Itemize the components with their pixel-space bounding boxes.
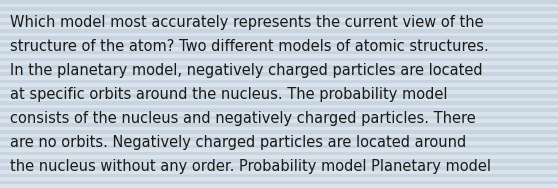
Bar: [0, 36, 558, 40]
Text: at specific orbits around the nucleus. The probability model: at specific orbits around the nucleus. T…: [10, 87, 448, 102]
Bar: [0, 25, 558, 29]
Bar: [0, 94, 558, 98]
Bar: [0, 108, 558, 112]
Bar: [0, 112, 558, 116]
Bar: [0, 119, 558, 123]
Bar: [0, 51, 558, 54]
Bar: [0, 177, 558, 181]
Bar: [0, 18, 558, 22]
Bar: [0, 33, 558, 36]
Text: are no orbits. Negatively charged particles are located around: are no orbits. Negatively charged partic…: [10, 135, 466, 150]
Bar: [0, 145, 558, 148]
Bar: [0, 54, 558, 58]
Text: In the planetary model, negatively charged particles are located: In the planetary model, negatively charg…: [10, 63, 483, 78]
Bar: [0, 116, 558, 119]
Bar: [0, 65, 558, 69]
Bar: [0, 14, 558, 18]
Bar: [0, 61, 558, 65]
Bar: [0, 40, 558, 43]
Bar: [0, 87, 558, 90]
Bar: [0, 4, 558, 7]
Text: the nucleus without any order. Probability model Planetary model: the nucleus without any order. Probabili…: [10, 159, 491, 174]
Bar: [0, 130, 558, 134]
Bar: [0, 58, 558, 61]
Bar: [0, 98, 558, 101]
Bar: [0, 22, 558, 25]
Text: structure of the atom? Two different models of atomic structures.: structure of the atom? Two different mod…: [10, 39, 489, 54]
Bar: [0, 134, 558, 137]
Bar: [0, 123, 558, 127]
Bar: [0, 69, 558, 72]
Bar: [0, 83, 558, 87]
Bar: [0, 170, 558, 174]
Bar: [0, 127, 558, 130]
Bar: [0, 29, 558, 33]
Bar: [0, 174, 558, 177]
Bar: [0, 184, 558, 188]
Bar: [0, 47, 558, 51]
Bar: [0, 90, 558, 94]
Bar: [0, 7, 558, 11]
Text: Which model most accurately represents the current view of the: Which model most accurately represents t…: [10, 15, 484, 30]
Bar: [0, 166, 558, 170]
Bar: [0, 105, 558, 108]
Bar: [0, 80, 558, 83]
Bar: [0, 101, 558, 105]
Text: consists of the nucleus and negatively charged particles. There: consists of the nucleus and negatively c…: [10, 111, 476, 126]
Bar: [0, 159, 558, 163]
Bar: [0, 0, 558, 4]
Bar: [0, 141, 558, 145]
Bar: [0, 163, 558, 166]
Bar: [0, 72, 558, 76]
Bar: [0, 181, 558, 184]
Bar: [0, 148, 558, 152]
Bar: [0, 76, 558, 80]
Bar: [0, 43, 558, 47]
Bar: [0, 155, 558, 159]
Bar: [0, 11, 558, 14]
Bar: [0, 137, 558, 141]
Bar: [0, 152, 558, 155]
